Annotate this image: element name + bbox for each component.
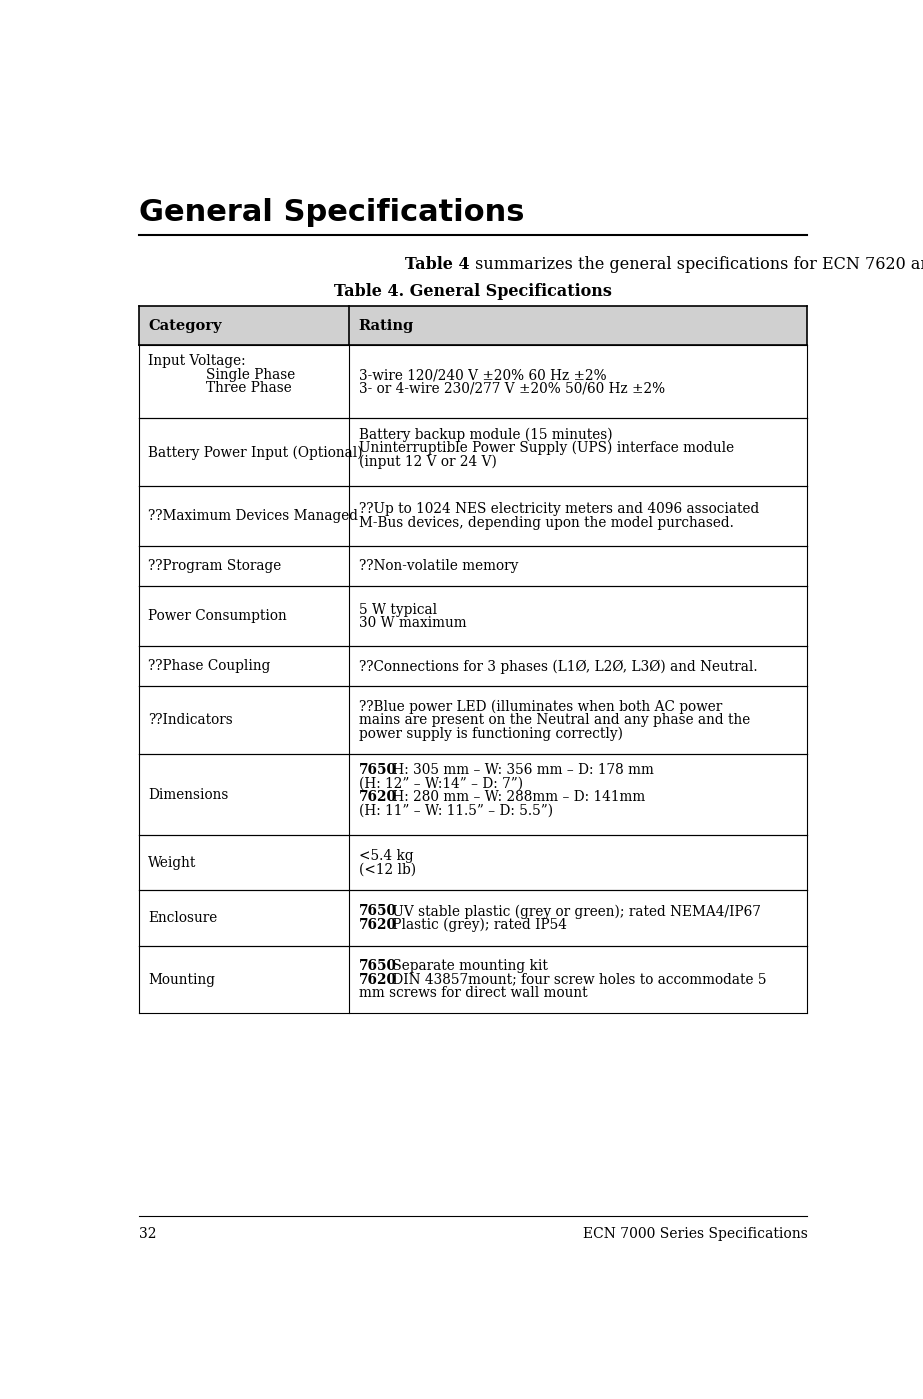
Text: 3- or 4-wire 230/277 V ±20% 50/60 Hz ±2%: 3- or 4-wire 230/277 V ±20% 50/60 Hz ±2% <box>359 382 665 396</box>
Text: (H: 12” – W:14” – D: 7”): (H: 12” – W:14” – D: 7”) <box>359 776 522 790</box>
Text: DIN 43857mount; four screw holes to accommodate 5: DIN 43857mount; four screw holes to acco… <box>388 972 766 986</box>
Text: 5 W typical: 5 W typical <box>359 603 437 617</box>
Text: power supply is functioning correctly): power supply is functioning correctly) <box>359 726 623 741</box>
Text: 30 W maximum: 30 W maximum <box>359 616 466 630</box>
Text: H: 280 mm – W: 288mm – D: 141mm: H: 280 mm – W: 288mm – D: 141mm <box>388 790 645 804</box>
Text: General Specifications: General Specifications <box>138 197 524 227</box>
Bar <box>138 306 808 346</box>
Text: Power Consumption: Power Consumption <box>148 610 287 624</box>
Text: mains are present on the Neutral and any phase and the: mains are present on the Neutral and any… <box>359 713 749 727</box>
Text: Single Phase: Single Phase <box>206 368 295 382</box>
Text: 3-wire 120/240 V ±20% 60 Hz ±2%: 3-wire 120/240 V ±20% 60 Hz ±2% <box>359 368 606 382</box>
Text: (<12 lb): (<12 lb) <box>359 862 415 876</box>
Text: (input 12 V or 24 V): (input 12 V or 24 V) <box>359 455 497 469</box>
Text: Category: Category <box>148 319 222 333</box>
Text: UV stable plastic (grey or green); rated NEMA4/IP67: UV stable plastic (grey or green); rated… <box>388 904 761 919</box>
Text: mm screws for direct wall mount: mm screws for direct wall mount <box>359 986 587 1000</box>
Text: Enclosure: Enclosure <box>148 911 217 925</box>
Text: Uninterruptible Power Supply (UPS) interface module: Uninterruptible Power Supply (UPS) inter… <box>359 441 734 455</box>
Text: 32: 32 <box>138 1227 156 1241</box>
Text: ??Connections for 3 phases (L1Ø, L2Ø, L3Ø) and Neutral.: ??Connections for 3 phases (L1Ø, L2Ø, L3… <box>359 659 757 674</box>
Text: Rating: Rating <box>359 319 414 333</box>
Text: Separate mounting kit: Separate mounting kit <box>388 960 548 974</box>
Text: Table 4: Table 4 <box>404 256 469 273</box>
Text: ??Blue power LED (illuminates when both AC power: ??Blue power LED (illuminates when both … <box>359 700 722 713</box>
Text: Table 4. General Specifications: Table 4. General Specifications <box>334 284 612 301</box>
Text: ??Program Storage: ??Program Storage <box>148 560 282 574</box>
Text: M-Bus devices, depending upon the model purchased.: M-Bus devices, depending upon the model … <box>359 516 734 530</box>
Text: summarizes the general specifications for ECN 7620 and 7650 devices.: summarizes the general specifications fo… <box>470 256 923 273</box>
Text: Plastic (grey); rated IP54: Plastic (grey); rated IP54 <box>388 918 567 932</box>
Text: 7620: 7620 <box>359 790 397 804</box>
Text: Battery Power Input (Optional): Battery Power Input (Optional) <box>148 445 363 460</box>
Text: ??Maximum Devices Managed: ??Maximum Devices Managed <box>148 509 358 523</box>
Text: 7650: 7650 <box>359 960 397 974</box>
Text: Mounting: Mounting <box>148 972 215 986</box>
Text: 7650: 7650 <box>359 762 397 776</box>
Text: Input Voltage:: Input Voltage: <box>148 354 246 368</box>
Text: ECN 7000 Series Specifications: ECN 7000 Series Specifications <box>582 1227 808 1241</box>
Text: Three Phase: Three Phase <box>206 381 292 395</box>
Text: ??Non-volatile memory: ??Non-volatile memory <box>359 560 518 574</box>
Text: ??Up to 1024 NES electricity meters and 4096 associated: ??Up to 1024 NES electricity meters and … <box>359 502 759 516</box>
Text: ??Phase Coupling: ??Phase Coupling <box>148 659 270 673</box>
Text: 7620: 7620 <box>359 972 397 986</box>
Text: Weight: Weight <box>148 856 197 870</box>
Text: ??Indicators: ??Indicators <box>148 713 233 727</box>
Text: 7620: 7620 <box>359 918 397 932</box>
Text: 7650: 7650 <box>359 904 397 918</box>
Text: (H: 11” – W: 11.5” – D: 5.5”): (H: 11” – W: 11.5” – D: 5.5”) <box>359 803 553 817</box>
Text: Battery backup module (15 minutes): Battery backup module (15 minutes) <box>359 427 612 442</box>
Text: <5.4 kg: <5.4 kg <box>359 849 414 863</box>
Text: Dimensions: Dimensions <box>148 788 228 802</box>
Text: H: 305 mm – W: 356 mm – D: 178 mm: H: 305 mm – W: 356 mm – D: 178 mm <box>388 762 653 776</box>
